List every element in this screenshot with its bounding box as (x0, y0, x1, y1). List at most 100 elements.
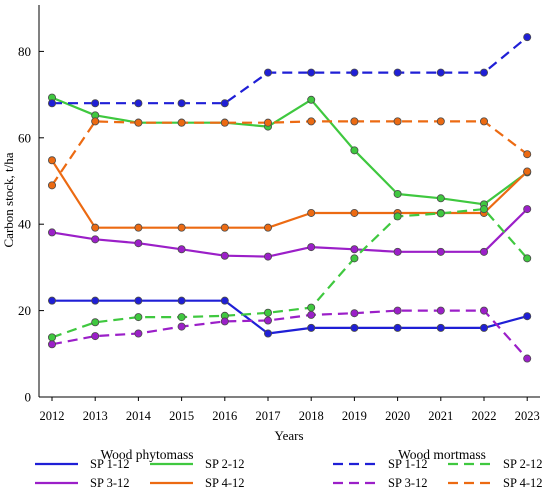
x-tick-label: 2021 (428, 409, 453, 423)
series-line-mortmass-sp-2-12 (51, 208, 529, 339)
y-tick-label: 40 (18, 217, 31, 232)
legend-label: SP 3-12 (388, 476, 427, 490)
data-point (91, 235, 100, 244)
x-tick-label: 2022 (472, 409, 497, 423)
data-point (220, 296, 229, 305)
data-point (393, 68, 402, 77)
legend-item-phytomass-sp-4-12: SP 4-12 (150, 476, 244, 490)
data-point (436, 306, 445, 315)
data-point (436, 117, 445, 126)
data-point (177, 245, 186, 254)
x-tick-label: 2020 (385, 409, 410, 423)
legend-item-phytomass-sp-2-12: SP 2-12 (150, 457, 244, 471)
data-point (479, 117, 488, 126)
data-point (48, 156, 57, 165)
data-point (48, 340, 57, 349)
legend-label: SP 1-12 (388, 457, 427, 471)
legend-item-mortmass-sp-1-12: SP 1-12 (333, 457, 427, 471)
x-tick-label: 2012 (40, 409, 65, 423)
legend-label: SP 4-12 (205, 476, 244, 490)
data-point (393, 212, 402, 221)
series-phytomass-sp-1-12 (48, 296, 532, 338)
data-point (134, 296, 143, 305)
data-point (307, 243, 316, 252)
data-point (479, 68, 488, 77)
series-layer (48, 33, 532, 363)
series-line-mortmass-sp-3-12 (51, 309, 529, 360)
data-point (523, 150, 532, 159)
data-point (393, 189, 402, 198)
series-line-phytomass-sp-3-12 (51, 208, 528, 258)
data-point (177, 223, 186, 232)
data-point (523, 167, 532, 176)
series-phytomass-sp-3-12 (48, 205, 532, 261)
data-point (350, 117, 359, 126)
x-tick-label: 2023 (515, 409, 540, 423)
data-point (393, 117, 402, 126)
data-point (436, 194, 445, 203)
data-point (523, 205, 532, 214)
data-point (263, 252, 272, 261)
y-axis-ticks: 0 20 40 60 80 (18, 44, 44, 405)
series-mortmass-sp-4-12 (48, 117, 532, 190)
x-tick-label: 2018 (299, 409, 324, 423)
legend-label: SP 3-12 (90, 476, 129, 490)
data-point (350, 254, 359, 263)
data-point (479, 247, 488, 256)
data-point (350, 309, 359, 318)
series-mortmass-sp-3-12 (48, 306, 532, 363)
data-point (48, 228, 57, 237)
series-phytomass-sp-2-12 (48, 93, 532, 209)
series-phytomass-sp-4-12 (48, 156, 532, 232)
data-point (91, 117, 100, 126)
data-point (523, 254, 532, 263)
series-mortmass-sp-2-12 (48, 205, 532, 342)
data-point (436, 247, 445, 256)
legend-label: SP 2-12 (205, 457, 244, 471)
data-point (48, 333, 57, 342)
data-point (393, 323, 402, 332)
x-tick-label: 2015 (169, 409, 194, 423)
data-point (436, 209, 445, 218)
data-point (436, 68, 445, 77)
data-point (523, 312, 532, 321)
data-point (479, 306, 488, 315)
data-point (134, 329, 143, 338)
y-tick-label: 0 (25, 390, 32, 405)
data-point (48, 296, 57, 305)
legend-label: SP 2-12 (503, 457, 542, 471)
legend-item-mortmass-sp-3-12: SP 3-12 (333, 476, 427, 490)
legend-item-phytomass-sp-1-12: SP 1-12 (35, 457, 129, 471)
data-point (134, 118, 143, 127)
data-point (91, 332, 100, 341)
legend-label: SP 4-12 (503, 476, 542, 490)
data-point (177, 296, 186, 305)
data-point (48, 99, 57, 108)
data-point (91, 99, 100, 108)
data-point (263, 329, 272, 338)
data-point (479, 323, 488, 332)
data-point (220, 251, 229, 260)
data-point (177, 118, 186, 127)
legend-item-mortmass-sp-2-12: SP 2-12 (448, 457, 542, 471)
data-point (307, 323, 316, 332)
x-axis-title: Years (274, 428, 303, 443)
data-point (307, 117, 316, 126)
x-tick-label: 2014 (126, 409, 152, 423)
series-line-phytomass-sp-4-12 (51, 159, 528, 229)
data-point (177, 322, 186, 331)
data-point (350, 146, 359, 155)
data-point (350, 68, 359, 77)
data-point (220, 99, 229, 108)
legend-group-title-phytomass: Wood phytomass (100, 447, 193, 462)
x-tick-label: 2013 (83, 409, 108, 423)
data-point (177, 313, 186, 322)
data-point (177, 99, 186, 108)
data-point (350, 245, 359, 254)
series-line-mortmass-sp-4-12 (51, 120, 528, 186)
y-tick-label: 80 (18, 44, 31, 59)
data-point (134, 99, 143, 108)
series-line-mortmass-sp-1-12 (52, 36, 528, 105)
data-point (393, 247, 402, 256)
